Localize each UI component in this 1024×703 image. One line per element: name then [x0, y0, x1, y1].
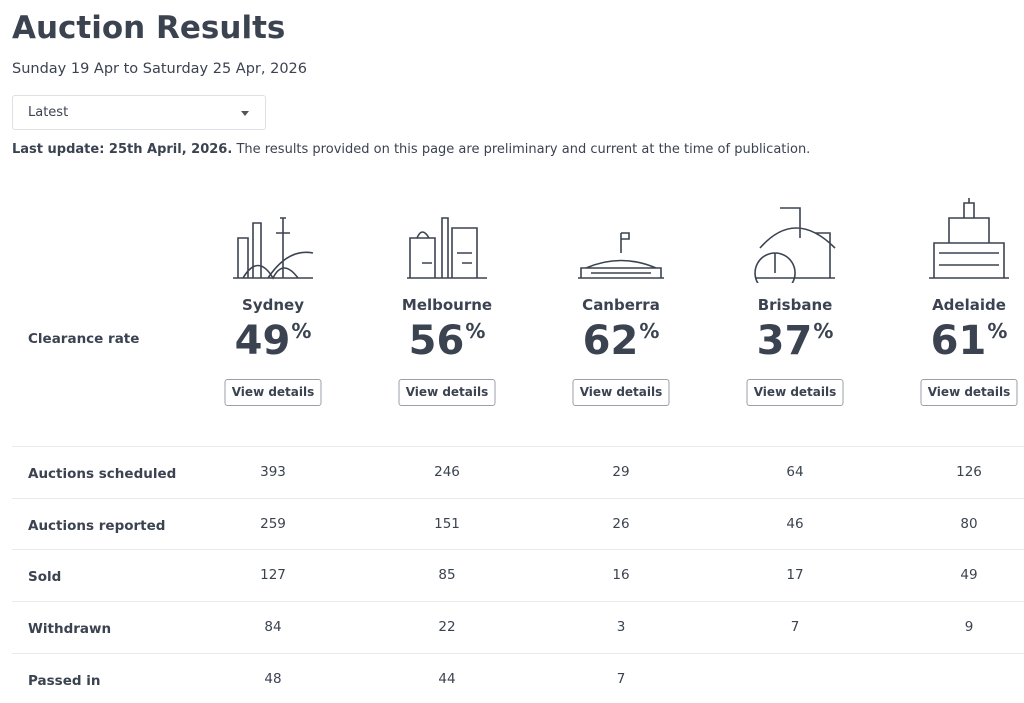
notice-text: The results provided on this page are pr… [236, 142, 811, 157]
row-divider [12, 498, 188, 499]
table-cell: 393 [260, 464, 286, 480]
table-cell: 29 [612, 464, 630, 480]
table-cell: 64 [786, 464, 804, 480]
table-cell: 7 [616, 671, 626, 687]
row-label: Passed in [28, 673, 101, 689]
table-cell: 16 [612, 567, 630, 583]
clearance-rate: 49% [235, 318, 312, 364]
row-label: Withdrawn [28, 621, 112, 637]
row-divider [12, 446, 188, 447]
clearance-rate: 61% [931, 318, 1008, 364]
view-details-button[interactable]: View details [224, 379, 322, 406]
row-divider [188, 446, 1024, 447]
table-cell: 49 [960, 567, 978, 583]
row-divider [188, 498, 1024, 499]
city-name: Sydney [242, 296, 304, 314]
dropdown[interactable]: Latest [12, 95, 266, 130]
row-label: Sold [28, 569, 62, 585]
notice-bold: Last update: 25th April, 2026. [12, 142, 233, 157]
table-cell: 246 [434, 464, 460, 480]
table-cell: 9 [964, 619, 974, 635]
percent-sign: % [813, 319, 834, 343]
view-details-button[interactable]: View details [746, 379, 844, 406]
city-icon [754, 207, 836, 283]
notice: Last update: 25th April, 2026. The resul… [12, 142, 810, 157]
clearance-rate: 37% [757, 318, 834, 364]
view-details-button[interactable]: View details [398, 379, 496, 406]
icon-shape [929, 198, 1009, 279]
table-cell: 259 [260, 516, 286, 532]
city-name: Adelaide [932, 296, 1006, 314]
table-cell: 26 [612, 516, 630, 532]
view-details-button[interactable]: View details [572, 379, 670, 406]
city-name: Canberra [582, 296, 660, 314]
icon-shape [407, 217, 487, 279]
city-name: Melbourne [401, 296, 493, 314]
city-icon [233, 217, 314, 280]
row-divider [12, 653, 188, 654]
row-label: Auctions reported [28, 518, 166, 534]
page-title: Auction Results [12, 10, 286, 46]
clearance-value: 56 [408, 318, 465, 364]
table-cell: 127 [260, 567, 286, 583]
percent-sign: % [291, 319, 312, 343]
row-divider [188, 653, 1024, 654]
table-cell: 85 [438, 567, 456, 583]
row-divider [12, 549, 188, 550]
city-icon [578, 232, 664, 279]
row-divider [188, 549, 1024, 550]
city-icon [407, 217, 487, 279]
row-label: Auctions scheduled [28, 466, 177, 482]
clearance-value: 61 [930, 318, 987, 364]
table-cell: 48 [264, 671, 282, 687]
subtitle: Sunday 19 Apr to Saturday 25 Apr, 2026 [12, 61, 307, 77]
icon-shape [578, 232, 664, 279]
table-cell: 7 [790, 619, 800, 635]
row-divider [188, 601, 1024, 602]
table-cell: 44 [438, 671, 456, 687]
dropdown-arrow [241, 111, 249, 120]
clearance-value: 37 [756, 318, 813, 364]
row-label: Clearance rate [28, 331, 140, 347]
table-cell: 151 [434, 516, 460, 532]
table-cell: 3 [616, 619, 626, 635]
table-cell: 80 [960, 516, 978, 532]
clearance-value: 49 [234, 318, 291, 364]
row-divider [12, 601, 188, 602]
table-cell: 126 [956, 464, 982, 480]
city-icon [929, 198, 1009, 279]
percent-sign: % [465, 319, 486, 343]
table-cell: 84 [264, 619, 282, 635]
icon-shape [754, 207, 836, 283]
clearance-rate: 62% [583, 318, 660, 364]
percent-sign: % [639, 319, 660, 343]
icon-shape [233, 217, 314, 280]
dropdown-label: Latest [28, 105, 69, 120]
table-cell: 22 [438, 619, 456, 635]
percent-sign: % [987, 319, 1008, 343]
city-name: Brisbane [757, 296, 833, 314]
clearance-rate: 56% [409, 318, 486, 364]
table-cell: 17 [786, 567, 804, 583]
table-cell: 46 [786, 516, 804, 532]
view-details-button[interactable]: View details [920, 379, 1018, 406]
clearance-value: 62 [582, 318, 639, 364]
